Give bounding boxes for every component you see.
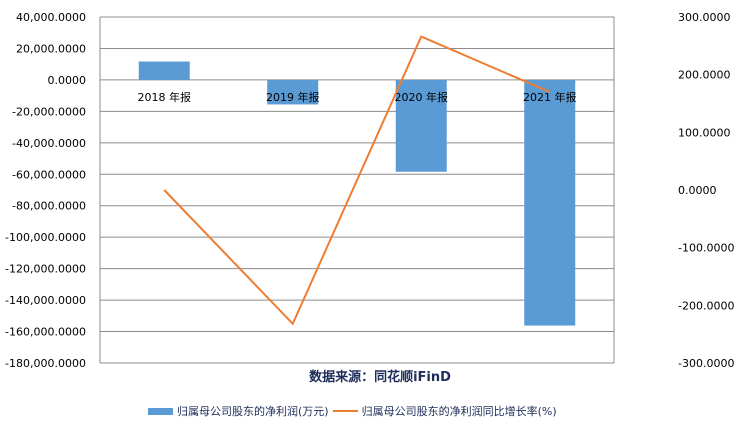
right-tick-label: 200.0000: [678, 69, 731, 82]
category-label: 2021 年报: [523, 90, 577, 104]
legend: 归属母公司股东的净利润(万元) 归属母公司股东的净利润同比增长率(%): [148, 403, 557, 419]
left-tick-label: -20,000.0000: [12, 105, 86, 118]
left-tick-label: 0.0000: [48, 74, 87, 87]
left-tick-label: -100,000.0000: [5, 231, 86, 244]
legend-bar-swatch: [148, 407, 173, 415]
left-tick-label: -80,000.0000: [12, 200, 86, 213]
left-tick-label: -40,000.0000: [12, 137, 86, 150]
right-tick-label: -200.0000: [678, 299, 734, 312]
left-tick-label: 20,000.0000: [16, 42, 86, 55]
left-tick-label: -180,000.0000: [5, 357, 86, 370]
right-tick-label: -100.0000: [678, 242, 734, 255]
right-tick-label: 0.0000: [678, 184, 717, 197]
data-source-label: 数据来源：同花顺iFinD: [309, 370, 451, 385]
legend-line-label: 归属母公司股东的净利润同比增长率(%): [361, 405, 557, 418]
category-label: 2020 年报: [395, 90, 449, 104]
right-tick-label: -300.0000: [678, 357, 734, 370]
bar: [524, 79, 576, 326]
category-label: 2019 年报: [266, 90, 320, 104]
category-label: 2018 年报: [138, 90, 192, 104]
left-tick-label: -140,000.0000: [5, 294, 86, 307]
growth-rate-line: [163, 35, 551, 326]
left-tick-label: -60,000.0000: [12, 168, 86, 181]
bar: [138, 61, 190, 80]
legend-line-swatch: [332, 410, 358, 412]
left-tick-label: -160,000.0000: [5, 326, 86, 339]
legend-bar-label: 归属母公司股东的净利润(万元): [177, 405, 329, 418]
right-tick-label: 100.0000: [678, 126, 731, 139]
left-tick-label: -120,000.0000: [5, 263, 86, 276]
bar: [395, 79, 447, 172]
left-tick-label: 40,000.0000: [16, 11, 86, 24]
right-tick-label: 300.0000: [678, 11, 731, 24]
bar: [267, 79, 319, 105]
